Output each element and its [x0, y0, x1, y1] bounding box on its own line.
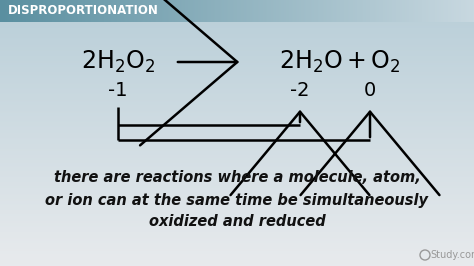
Text: -2: -2	[290, 81, 310, 99]
Text: 0: 0	[364, 81, 376, 99]
Text: Study.com: Study.com	[430, 250, 474, 260]
Text: $\mathregular{2H_2O + O_2}$: $\mathregular{2H_2O + O_2}$	[279, 49, 401, 75]
Text: there are reactions where a molecule, atom,: there are reactions where a molecule, at…	[54, 171, 420, 185]
Text: or ion can at the same time be simultaneously: or ion can at the same time be simultane…	[46, 193, 428, 207]
Text: -1: -1	[108, 81, 128, 99]
Text: $\mathregular{2H_2O_2}$: $\mathregular{2H_2O_2}$	[81, 49, 155, 75]
Text: oxidized and reduced: oxidized and reduced	[149, 214, 325, 230]
Text: DISPROPORTIONATION: DISPROPORTIONATION	[8, 5, 159, 18]
